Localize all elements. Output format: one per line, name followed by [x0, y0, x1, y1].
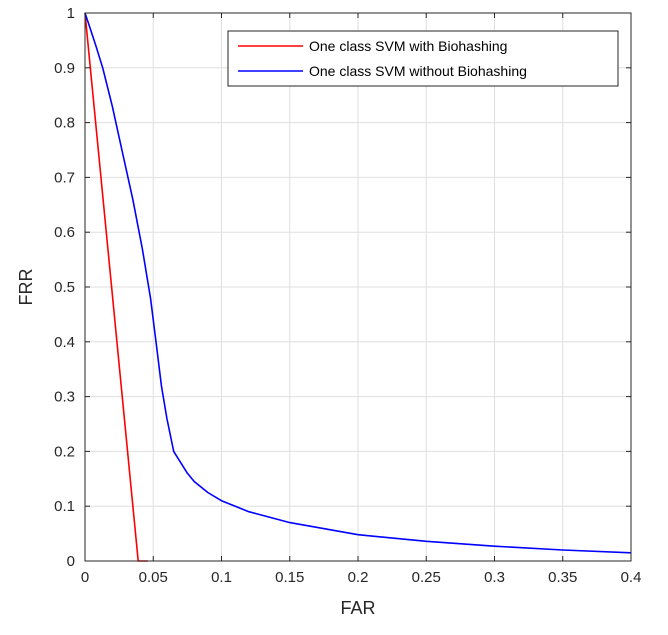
legend-label-without-biohashing: One class SVM without Biohashing [309, 63, 527, 79]
tick-labels: 0 0.05 0.1 0.15 0.2 0.25 0.3 0.35 0.4 0 0.1 0.2 0.3 0… [54, 5, 641, 586]
y-tick-label: 0.4 [54, 334, 75, 351]
y-tick-label: 0.8 [54, 115, 75, 132]
y-tick-label: 0.2 [54, 443, 75, 460]
legend-box [227, 30, 619, 87]
x-tick-label: 0.25 [412, 569, 441, 586]
y-tick-label: 0 [67, 553, 75, 570]
x-tick-label: 0.1 [211, 569, 232, 586]
y-tick-label: 0.6 [54, 224, 75, 241]
y-tick-label: 0.1 [54, 498, 75, 515]
x-tick-label: 0.05 [139, 569, 168, 586]
x-tick-label: 0 [81, 569, 89, 586]
legend: One class SVM with Biohashing One class … [227, 30, 619, 87]
x-tick-label: 0.3 [484, 569, 505, 586]
series-line-without-biohashing [84, 12, 632, 554]
x-tick-label: 0.35 [548, 569, 577, 586]
x-tick-label: 0.15 [275, 569, 304, 586]
ticks [84, 12, 632, 562]
legend-label-with-biohashing: One class SVM with Biohashing [309, 38, 507, 54]
y-tick-label: 1 [67, 5, 75, 22]
x-tick-label: 0.2 [348, 569, 369, 586]
y-axis-title: FRR [16, 269, 36, 306]
x-tick-label: 0.4 [621, 569, 642, 586]
x-axis-title: FAR [340, 598, 375, 618]
y-tick-label: 0.9 [54, 60, 75, 77]
y-tick-label: 0.3 [54, 389, 75, 406]
y-tick-label: 0.7 [54, 169, 75, 186]
y-tick-label: 0.5 [54, 279, 75, 296]
